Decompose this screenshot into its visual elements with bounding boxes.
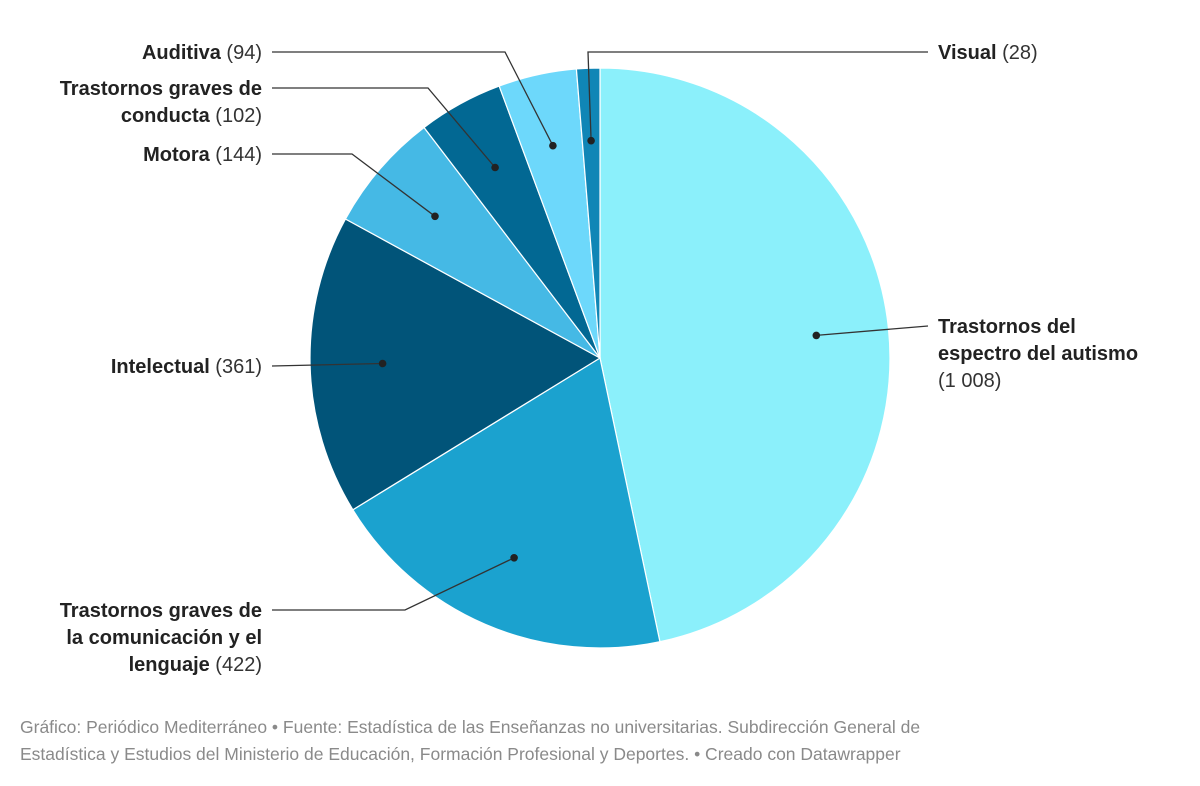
leader-dot-motora bbox=[431, 212, 439, 221]
slice-label-auditiva: Auditiva (94) bbox=[142, 42, 262, 64]
leader-line-motora bbox=[272, 153, 436, 217]
leader-dot-auditiva bbox=[549, 141, 557, 150]
leader-line-trastornos-graves-de-la-comunicacion-y-el-lenguaje bbox=[272, 557, 515, 611]
slice-label-trastornos-graves-de-conducta: Trastornos graves de conducta (102) bbox=[60, 78, 262, 127]
leader-line-visual bbox=[587, 51, 928, 141]
slice-label-trastornos-graves-de-la-comunicacion-y-el-lenguaje: Trastornos graves de la comunicación y el… bbox=[60, 600, 262, 676]
leader-dot-intelectual bbox=[378, 359, 387, 368]
chart-footer: Gráfico: Periódico Mediterráneo • Fuente… bbox=[20, 714, 1180, 768]
leader-dot-trastornos-graves-de-conducta bbox=[491, 163, 499, 172]
pie-chart: Trastornos del espectro del autismo (1 008… bbox=[60, 42, 1138, 676]
pie-slice-trastornos-del-espectro-del-autismo bbox=[599, 67, 891, 643]
leader-line-trastornos-del-espectro-del-autismo bbox=[816, 325, 929, 337]
footer-line-1: Gráfico: Periódico Mediterráneo • Fuente… bbox=[20, 717, 921, 737]
leader-line-trastornos-graves-de-conducta bbox=[272, 87, 496, 168]
leader-line-auditiva bbox=[272, 51, 554, 146]
footer-line-2: Estadística y Estudios del Ministerio de… bbox=[20, 744, 901, 764]
pie-slices bbox=[309, 67, 891, 649]
slice-label-motora: Motora (144) bbox=[143, 144, 262, 166]
slice-label-trastornos-del-espectro-del-autismo: Trastornos del espectro del autismo (1 008… bbox=[938, 316, 1138, 392]
leader-lines bbox=[271, 51, 929, 611]
leader-line-intelectual bbox=[271, 362, 383, 367]
pie-slice-motora bbox=[344, 126, 601, 359]
slice-label-visual: Visual (28) bbox=[938, 42, 1038, 64]
slice-label-intelectual: Intelectual (361) bbox=[111, 356, 262, 378]
pie-slice-trastornos-graves-de-la-comunicacion-y-el-lenguaje bbox=[352, 357, 661, 649]
leader-dot-trastornos-del-espectro-del-autismo bbox=[812, 331, 821, 340]
leader-dot-visual bbox=[587, 136, 595, 145]
slice-labels: Trastornos del espectro del autismo (1 008… bbox=[60, 42, 1138, 676]
leader-dot-trastornos-graves-de-la-comunicacion-y-el-lenguaje bbox=[510, 554, 518, 562]
